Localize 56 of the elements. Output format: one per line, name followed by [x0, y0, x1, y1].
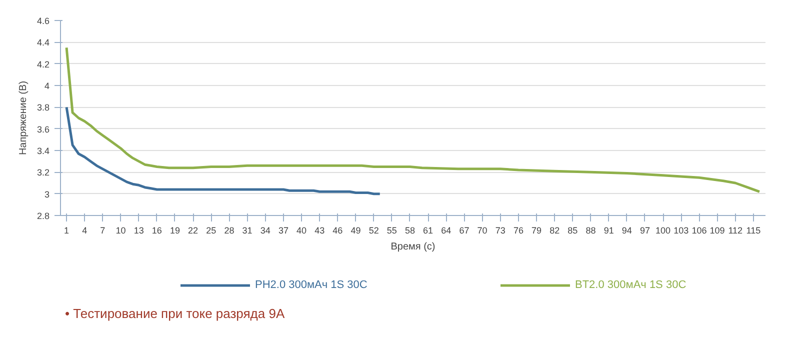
x-tick-label: 61 [423, 226, 434, 236]
x-tick-label: 19 [170, 226, 180, 236]
y-tick-label: 4.4 [36, 38, 50, 48]
x-tick-label: 106 [692, 226, 707, 236]
x-tick-label: 70 [477, 226, 488, 236]
x-tick-label: 1 [64, 226, 70, 236]
y-tick-label: 4 [44, 81, 50, 91]
x-tick-label: 109 [710, 226, 725, 236]
x-tick-label: 88 [586, 226, 596, 236]
y-tick-label: 3.4 [36, 146, 50, 156]
x-tick-label: 64 [441, 226, 452, 236]
text: • Тестирование при токе разряда 9А [65, 305, 285, 323]
x-tick-label: 13 [134, 226, 144, 236]
x-tick-label: 67 [459, 226, 470, 236]
x-tick-label: 34 [260, 226, 270, 236]
line-series [65, 106, 382, 196]
x-tick-label: 97 [640, 226, 650, 236]
y-tick-label: 3 [44, 189, 50, 200]
x-tick-label: 28 [224, 226, 234, 236]
x-tick-label: 76 [513, 226, 524, 236]
x-tick-label: 7 [100, 226, 106, 236]
x-tick-label: 25 [206, 226, 216, 236]
x-tick-label: 94 [622, 226, 632, 236]
x-tick-label: 58 [404, 226, 415, 236]
x-tick-label: 49 [350, 226, 361, 236]
x-tick-label: 103 [674, 226, 689, 236]
x-tick-label: 52 [368, 226, 379, 236]
text: PH2.0 300мАч 1S 30С [255, 279, 368, 291]
x-tick-label: 79 [532, 226, 542, 236]
x-tick-label: 37 [278, 226, 288, 236]
y-tick-label: 3.8 [36, 102, 50, 113]
y-tick-label: 2.8 [36, 211, 50, 221]
y-axis-title: Напряжение (В) [18, 80, 29, 156]
x-tick-label: 112 [728, 226, 743, 236]
x-tick-label: 46 [332, 226, 343, 236]
y-tick-label: 4.6 [36, 16, 50, 26]
y-tick-label: 3.6 [36, 124, 50, 134]
x-axis-title: Время (с) [390, 242, 436, 252]
y-tick-label: 4.2 [36, 59, 50, 70]
x-tick-label: 115 [746, 226, 761, 236]
x-tick-label: 85 [568, 226, 578, 236]
x-tick-label: 55 [386, 226, 397, 236]
x-tick-label: 73 [495, 226, 506, 236]
x-tick-label: 100 [656, 226, 671, 236]
x-tick-label: 16 [152, 226, 162, 236]
x-tick-label: 40 [296, 226, 307, 236]
x-tick-label: 22 [188, 226, 198, 236]
x-tick-label: 91 [604, 226, 614, 236]
x-tick-label: 31 [242, 226, 252, 236]
x-tick-label: 4 [82, 226, 88, 236]
x-tick-label: 10 [116, 226, 126, 236]
line-series [65, 46, 761, 193]
x-tick-label: 82 [550, 226, 560, 236]
x-tick-label: 43 [314, 226, 325, 236]
text: BT2.0 300мАч 1S 30С [575, 279, 686, 291]
y-tick-label: 3.2 [36, 168, 50, 178]
